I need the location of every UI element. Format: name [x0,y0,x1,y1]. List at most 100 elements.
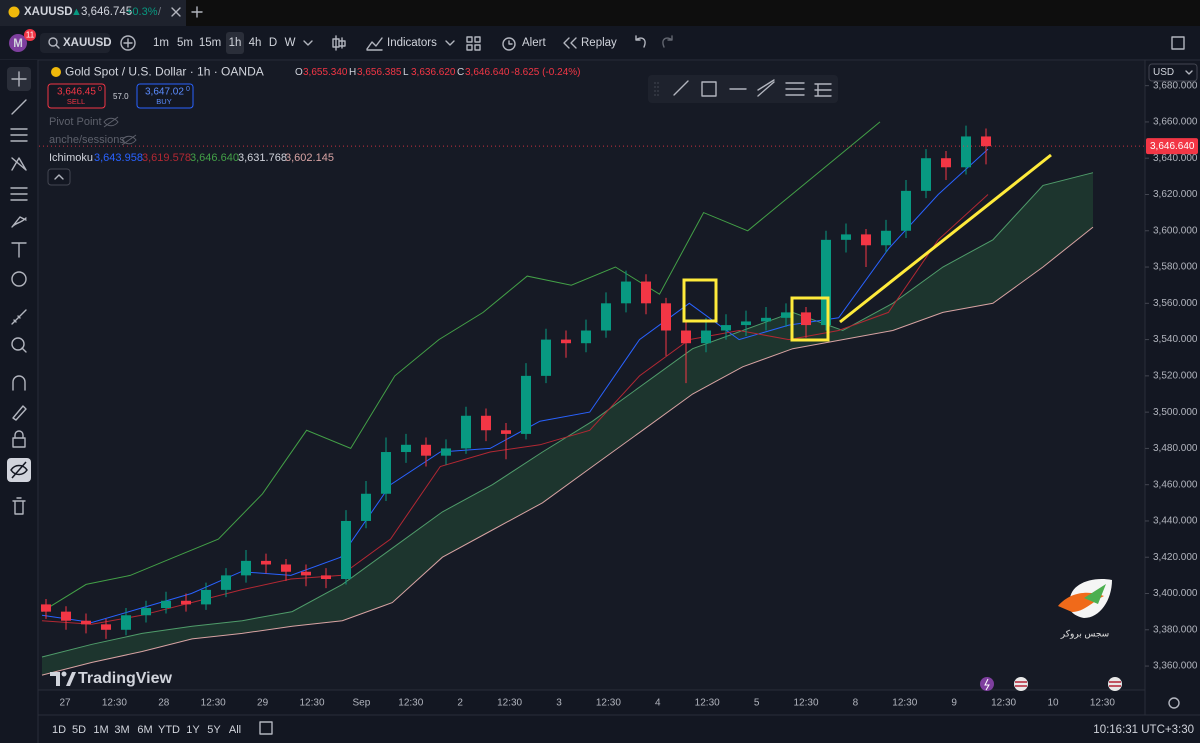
watermark: TradingView [78,670,173,687]
y-tick-label: 3,440.000 [1153,516,1198,527]
tab-price: 3,646.745 [81,6,132,18]
axis-settings[interactable] [1168,697,1180,709]
range-button[interactable]: 5D [72,724,86,736]
x-tick-label: 12:30 [398,698,423,709]
y-tick-label: 3,400.000 [1153,588,1198,599]
x-tick-label: 9 [951,698,957,709]
badge-count: 11 [26,31,35,40]
interval-button[interactable]: 4h [249,37,262,49]
pivot-indicator[interactable]: Pivot Point [49,116,102,128]
x-tick-label: 12:30 [102,698,127,709]
candle-body [181,600,191,605]
candle-body [841,234,851,240]
tab[interactable] [0,0,186,26]
y-tick-label: 3,360.000 [1153,661,1198,672]
candle [981,128,991,165]
interval-menu[interactable] [303,40,313,46]
range-button[interactable]: 6M [137,724,152,736]
range-button[interactable]: 1M [93,724,108,736]
sell-button[interactable] [47,83,106,109]
currency: USD [1153,67,1174,78]
new-tab[interactable] [191,6,203,18]
candle [461,406,471,454]
indicators-icon [366,37,383,51]
candle [821,230,831,331]
sell-price-sup: 0 [98,86,102,93]
buy-price: 3,647.02 [145,87,184,98]
candle [621,270,631,313]
alert-button[interactable]: Alert [522,37,546,49]
interval-button[interactable]: 5m [177,37,193,49]
ohlc-key: O [295,67,303,78]
y-tick-label: 3,600.000 [1153,225,1198,236]
tab-close[interactable] [171,7,181,17]
candle [801,306,811,338]
candle [141,600,151,623]
candle [521,363,531,440]
candle-body [141,608,151,616]
candle-body [921,158,931,191]
candle [721,314,731,340]
interval-button[interactable]: 1h [229,37,242,49]
undo[interactable] [635,35,646,48]
buy-button[interactable] [136,83,194,109]
candle-body [361,493,371,521]
floating-toolbar [648,75,838,103]
user-drawings[interactable] [682,153,1052,342]
ohlc-key: C [457,67,464,78]
fullscreen[interactable] [1171,36,1185,50]
y-tick-label: 3,660.000 [1153,117,1198,128]
legend-title: Gold Spot / U.S. Dollar · 1h · OANDA [65,65,264,79]
avatar[interactable] [9,34,27,52]
range-button[interactable]: All [229,724,241,736]
range-button[interactable]: YTD [158,724,180,736]
candle-body [121,615,131,630]
event-flag[interactable] [1014,677,1028,691]
compare[interactable] [120,35,136,51]
indicators-menu[interactable] [445,40,455,46]
interval-button[interactable]: 1m [153,37,169,49]
goto-date[interactable] [259,721,273,735]
redo[interactable] [662,35,673,48]
symbol-logo [8,6,20,18]
x-tick-label: 12:30 [596,698,621,709]
y-tick-label: 3,500.000 [1153,407,1198,418]
interval-button[interactable]: W [285,37,296,49]
candle [261,553,271,574]
candle-body [401,444,411,453]
ohlc-key: H [349,67,356,78]
sessions-indicator[interactable]: anche/sessions [49,134,125,146]
currency-select[interactable] [1148,63,1198,82]
layouts[interactable] [466,36,481,51]
range-button[interactable]: 1Y [186,724,200,736]
broker-logo [1058,579,1112,618]
indicator-line [41,121,881,613]
collapse-legend[interactable] [47,168,71,186]
replay-button[interactable]: Replay [581,37,617,49]
event-icon[interactable] [980,677,994,691]
candle [321,568,331,589]
interval-button[interactable]: 15m [199,37,221,49]
sell-label: SELL [67,97,85,106]
last-price-label: 3,646.640 [1150,141,1195,152]
candle-body [801,312,811,326]
symbol-search[interactable] [40,33,110,53]
event-flag[interactable] [1108,677,1122,691]
ichimoku-label[interactable]: Ichimoku [49,152,93,164]
range-button[interactable]: 5Y [207,724,221,736]
range-button[interactable]: 3M [114,724,129,736]
candle-body [581,330,591,344]
candle [941,150,951,180]
candle [741,310,751,336]
interval-button[interactable]: D [269,37,277,49]
candle [341,510,351,585]
chart-type[interactable] [332,35,346,51]
indicators-button[interactable]: Indicators [387,37,437,49]
range-button[interactable]: 1D [52,724,66,736]
x-tick-label: 2 [457,698,463,709]
candle [501,423,511,460]
ichimoku-value: 3,631.768 [238,152,287,164]
x-tick-label: 12:30 [201,698,226,709]
y-tick-label: 3,580.000 [1153,262,1198,273]
candle [481,408,491,442]
